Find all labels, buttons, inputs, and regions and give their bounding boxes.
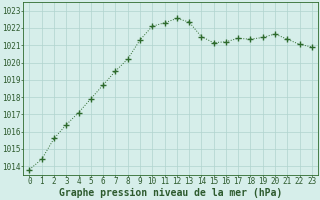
X-axis label: Graphe pression niveau de la mer (hPa): Graphe pression niveau de la mer (hPa) <box>59 188 282 198</box>
